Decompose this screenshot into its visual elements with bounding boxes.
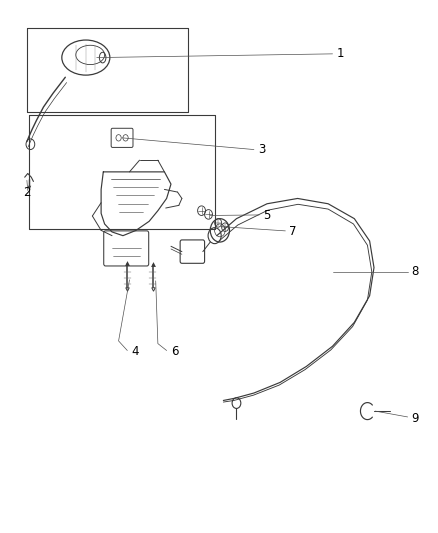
Text: 4: 4: [132, 345, 139, 358]
Text: 2: 2: [23, 185, 31, 199]
Text: 7: 7: [289, 225, 297, 238]
Text: 5: 5: [263, 209, 270, 222]
Text: 1: 1: [337, 47, 344, 60]
Text: 6: 6: [171, 345, 178, 358]
Text: 8: 8: [411, 265, 418, 278]
Text: 9: 9: [411, 411, 419, 424]
Text: 3: 3: [258, 143, 266, 156]
